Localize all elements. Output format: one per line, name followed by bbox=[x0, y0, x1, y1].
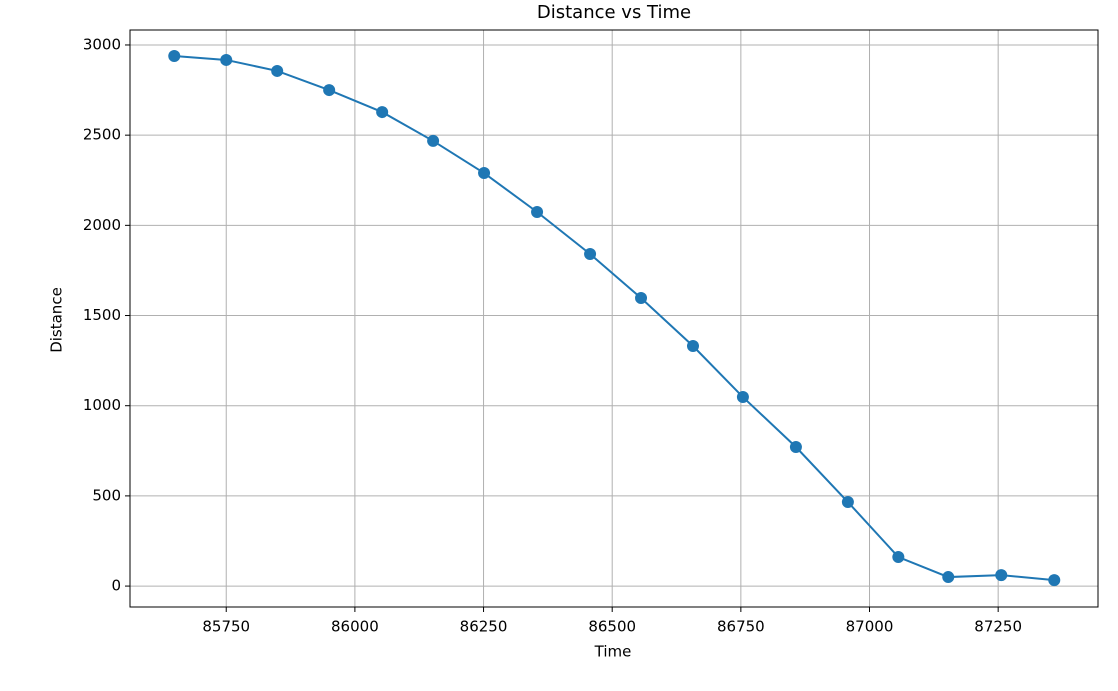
x-tick-label: 86000 bbox=[331, 618, 379, 636]
y-tick-label: 1000 bbox=[83, 396, 121, 414]
x-axis-label: Time bbox=[594, 643, 632, 661]
x-tick-label: 87000 bbox=[846, 618, 894, 636]
data-point bbox=[478, 167, 491, 180]
y-tick-label: 0 bbox=[111, 577, 121, 595]
data-point bbox=[376, 106, 389, 119]
data-point bbox=[531, 205, 544, 218]
x-tick-label: 85750 bbox=[202, 618, 250, 636]
data-point bbox=[789, 441, 802, 454]
y-tick-label: 1500 bbox=[83, 306, 121, 324]
x-tick-label: 86750 bbox=[717, 618, 765, 636]
x-tick-label: 86500 bbox=[588, 618, 636, 636]
data-line bbox=[174, 54, 1055, 582]
data-point bbox=[635, 292, 648, 305]
y-tick-label: 3000 bbox=[83, 35, 121, 53]
x-tick-label: 86250 bbox=[460, 618, 508, 636]
y-tick-label: 500 bbox=[92, 486, 121, 504]
chart-title: Distance vs Time bbox=[537, 2, 691, 23]
data-point bbox=[686, 340, 699, 353]
y-axis-label: Distance bbox=[48, 287, 66, 353]
data-point bbox=[892, 551, 905, 564]
data-point bbox=[841, 496, 854, 509]
y-tick-label: 2000 bbox=[83, 216, 121, 234]
data-point bbox=[1048, 574, 1061, 587]
y-tick-label: 2500 bbox=[83, 126, 121, 144]
data-point bbox=[220, 53, 233, 66]
data-point bbox=[736, 391, 749, 404]
data-point bbox=[271, 64, 284, 77]
data-point bbox=[942, 571, 955, 584]
data-point bbox=[168, 49, 181, 62]
data-point bbox=[427, 134, 440, 147]
data-point bbox=[584, 248, 597, 261]
x-tick-label: 87250 bbox=[974, 618, 1022, 636]
data-point bbox=[323, 84, 336, 97]
data-point bbox=[995, 569, 1008, 582]
plot-frame bbox=[129, 29, 1099, 608]
